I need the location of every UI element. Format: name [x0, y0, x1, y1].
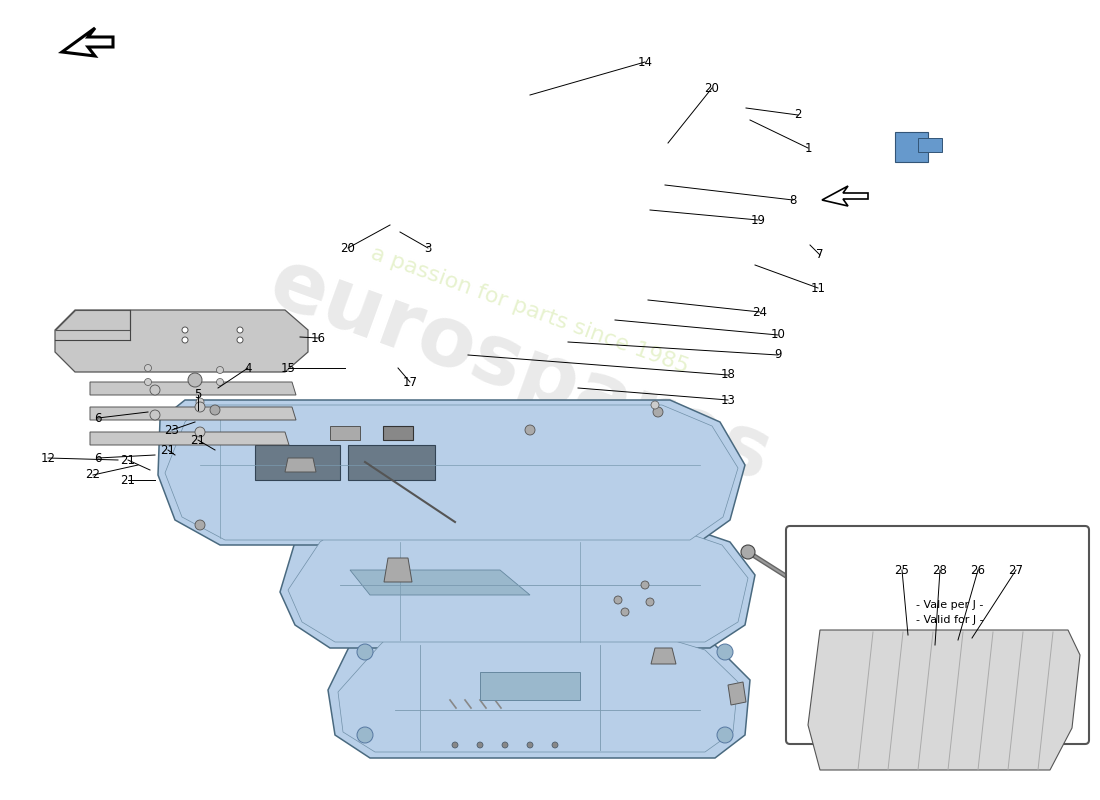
Text: a passion for parts since 1985: a passion for parts since 1985: [368, 243, 692, 377]
Polygon shape: [348, 445, 435, 480]
Polygon shape: [338, 635, 738, 752]
Circle shape: [195, 520, 205, 530]
Text: 21: 21: [161, 443, 176, 457]
Text: 23: 23: [165, 423, 179, 437]
Text: 8: 8: [790, 194, 796, 206]
Circle shape: [651, 401, 659, 409]
Circle shape: [525, 425, 535, 435]
Circle shape: [621, 608, 629, 616]
Polygon shape: [330, 426, 360, 440]
Polygon shape: [158, 400, 745, 545]
Polygon shape: [480, 672, 580, 700]
Circle shape: [358, 727, 373, 743]
Polygon shape: [90, 407, 296, 420]
Circle shape: [150, 385, 160, 395]
Polygon shape: [651, 648, 676, 664]
Circle shape: [196, 398, 204, 406]
Polygon shape: [288, 528, 748, 642]
Text: 11: 11: [811, 282, 825, 294]
Text: 12: 12: [41, 451, 55, 465]
Polygon shape: [285, 458, 316, 472]
Text: 21: 21: [121, 474, 135, 486]
Text: 21: 21: [121, 454, 135, 466]
Circle shape: [477, 742, 483, 748]
Polygon shape: [728, 682, 746, 705]
Polygon shape: [280, 525, 755, 648]
Polygon shape: [55, 310, 130, 330]
Circle shape: [236, 337, 243, 343]
Polygon shape: [62, 28, 113, 56]
Circle shape: [653, 407, 663, 417]
Text: 25: 25: [894, 563, 910, 577]
Polygon shape: [350, 570, 530, 595]
Text: 19: 19: [750, 214, 766, 226]
Circle shape: [717, 644, 733, 660]
Polygon shape: [384, 558, 412, 582]
Polygon shape: [328, 628, 750, 758]
Polygon shape: [255, 445, 340, 480]
Polygon shape: [55, 310, 308, 372]
Circle shape: [741, 545, 755, 559]
Text: 7: 7: [816, 249, 824, 262]
Text: 6: 6: [95, 451, 101, 465]
Text: 2: 2: [794, 109, 802, 122]
Polygon shape: [165, 405, 738, 540]
Circle shape: [236, 327, 243, 333]
Text: 16: 16: [310, 331, 326, 345]
Text: 4: 4: [244, 362, 252, 374]
Polygon shape: [808, 630, 1080, 770]
Text: eurospares: eurospares: [258, 242, 782, 498]
Polygon shape: [90, 382, 296, 395]
Circle shape: [527, 742, 534, 748]
Circle shape: [452, 742, 458, 748]
Circle shape: [182, 337, 188, 343]
Polygon shape: [383, 426, 412, 440]
Text: 24: 24: [752, 306, 768, 318]
Circle shape: [195, 427, 205, 437]
Text: 21: 21: [190, 434, 206, 446]
Text: 1: 1: [804, 142, 812, 154]
Polygon shape: [90, 432, 289, 445]
Text: 22: 22: [86, 469, 100, 482]
Polygon shape: [895, 132, 928, 162]
Circle shape: [801, 583, 815, 597]
Text: 5: 5: [195, 389, 201, 402]
Circle shape: [502, 742, 508, 748]
Circle shape: [210, 405, 220, 415]
Text: 17: 17: [403, 375, 418, 389]
Text: 27: 27: [1009, 563, 1023, 577]
Text: 20: 20: [705, 82, 719, 94]
Text: 18: 18: [720, 369, 736, 382]
Circle shape: [182, 327, 188, 333]
Circle shape: [188, 373, 202, 387]
Text: 9: 9: [774, 349, 782, 362]
Text: 13: 13: [720, 394, 736, 406]
Circle shape: [217, 378, 223, 386]
Circle shape: [646, 598, 654, 606]
Text: 6: 6: [95, 411, 101, 425]
Circle shape: [717, 727, 733, 743]
Circle shape: [144, 365, 152, 371]
Text: 28: 28: [933, 563, 947, 577]
Text: 10: 10: [771, 329, 785, 342]
Text: 26: 26: [970, 563, 986, 577]
Polygon shape: [395, 695, 565, 728]
Circle shape: [552, 742, 558, 748]
Text: 14: 14: [638, 55, 652, 69]
FancyBboxPatch shape: [786, 526, 1089, 744]
Circle shape: [614, 596, 622, 604]
Circle shape: [195, 402, 205, 412]
Text: 20: 20: [341, 242, 355, 254]
Text: - Vale per J -
- Valid for J -: - Vale per J - - Valid for J -: [916, 600, 983, 625]
Circle shape: [358, 644, 373, 660]
Circle shape: [150, 410, 160, 420]
Circle shape: [641, 581, 649, 589]
Polygon shape: [822, 186, 868, 206]
Polygon shape: [918, 138, 942, 152]
Circle shape: [144, 378, 152, 386]
Circle shape: [217, 366, 223, 374]
Text: 3: 3: [425, 242, 431, 254]
Text: 15: 15: [280, 362, 296, 374]
